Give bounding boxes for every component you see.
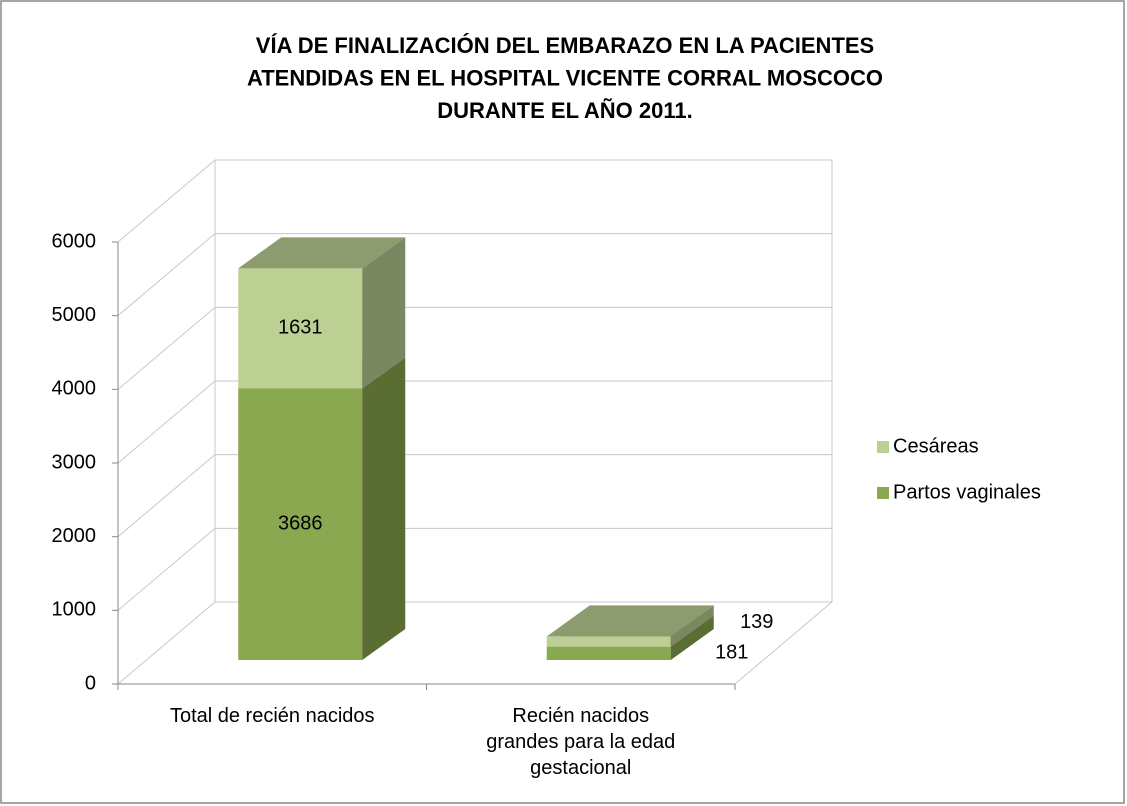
bar-side [670, 615, 714, 660]
bar-side [362, 357, 406, 660]
grid-line [117, 380, 832, 464]
y-tick-label: 3000 [52, 451, 97, 473]
chart-title-line: DURANTE EL AÑO 2011. [437, 98, 693, 123]
data-label: 1631 [278, 317, 323, 339]
x-tick-label-line: gestacional [530, 757, 631, 779]
y-tick-label: 6000 [52, 230, 97, 252]
y-tick-label: 2000 [52, 525, 97, 547]
legend-swatch [877, 441, 889, 453]
bar-front [546, 646, 671, 660]
x-tick-label: Recién nacidos grandes para la edad gestac… [486, 705, 675, 779]
grid-line [117, 306, 832, 390]
chart-title: VÍA DE FINALIZACIÓN DEL EMBARAZO EN LA P… [247, 33, 883, 123]
bar-side [670, 605, 714, 647]
grid-line [117, 527, 832, 611]
y-tick-label: 5000 [52, 304, 97, 326]
x-tick-label-line: grandes para la edad [486, 731, 675, 753]
bar-front [546, 636, 671, 647]
bar-top [546, 605, 714, 637]
legend-label: Partos vaginales [893, 481, 1041, 503]
data-label: 3686 [278, 513, 323, 535]
y-tick-label: 1000 [52, 599, 97, 621]
grid-line [117, 454, 832, 538]
chart-title-line: VÍA DE FINALIZACIÓN DEL EMBARAZO EN LA P… [256, 33, 874, 58]
x-tick-label-line: Total de recién nacidos [170, 705, 375, 727]
chart-title-line: ATENDIDAS EN EL HOSPITAL VICENTE CORRAL … [247, 65, 883, 90]
bar-front [238, 388, 363, 660]
data-label: 139 [740, 611, 773, 633]
x-tick-label: Total de recién nacidos [170, 705, 375, 727]
grid-line [117, 601, 832, 685]
y-tick-label: 0 [85, 672, 96, 694]
bar-top [238, 237, 406, 269]
bar-side [362, 237, 406, 389]
legend-label: Cesáreas [893, 435, 979, 457]
y-tick-label: 4000 [52, 378, 97, 400]
grid-line [117, 233, 832, 317]
data-label: 181 [715, 642, 748, 664]
bar-front [238, 268, 363, 389]
x-tick-label-line: Recién nacidos [512, 705, 649, 727]
floor-edge [734, 601, 833, 685]
legend-swatch [877, 487, 889, 499]
grid-line [117, 159, 832, 243]
